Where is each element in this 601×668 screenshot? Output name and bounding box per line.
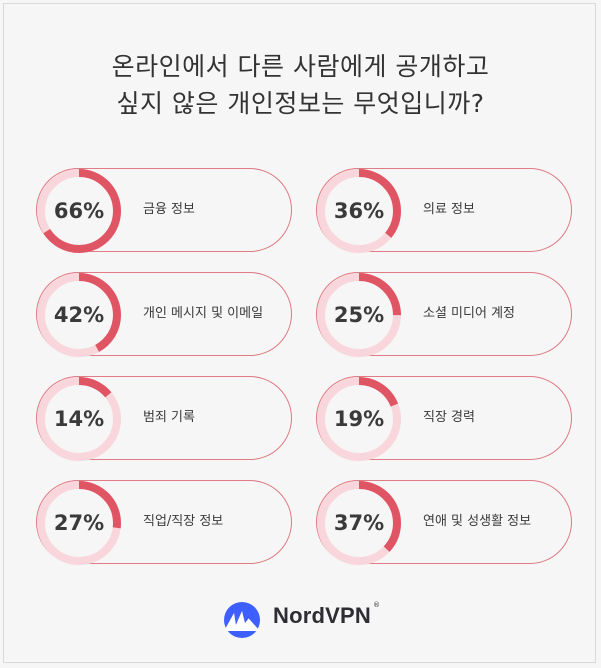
donut-ring bbox=[317, 273, 401, 357]
chart-card: 19% 직장 경력 bbox=[316, 376, 572, 461]
percent-label: 14% bbox=[53, 407, 105, 431]
percent-label: 42% bbox=[53, 303, 105, 327]
donut-value-arc bbox=[317, 481, 401, 565]
donut-ring bbox=[37, 169, 121, 253]
donut-ring bbox=[317, 377, 401, 461]
percent-label: 25% bbox=[333, 303, 385, 327]
chart-card: 66% 금융 정보 bbox=[36, 168, 292, 253]
category-label: 직장 경력 bbox=[423, 410, 475, 425]
category-label: 소셜 미디어 계정 bbox=[423, 306, 515, 321]
category-label: 직업/직장 정보 bbox=[143, 514, 224, 529]
donut-value-arc bbox=[317, 273, 401, 357]
percent-label: 27% bbox=[53, 511, 105, 535]
donut-value-arc bbox=[37, 273, 121, 357]
donut-value-arc bbox=[317, 169, 401, 253]
donut-ring bbox=[37, 273, 121, 357]
percent-label: 37% bbox=[333, 511, 385, 535]
chart-card: 42% 개인 메시지 및 이메일 bbox=[36, 272, 292, 357]
category-label: 개인 메시지 및 이메일 bbox=[143, 306, 264, 321]
chart-title-line-1: 온라인에서 다른 사람에게 공개하고 bbox=[111, 52, 490, 81]
chart-card: 25% 소셜 미디어 계정 bbox=[316, 272, 572, 357]
brand-name: NordVPN bbox=[273, 603, 371, 628]
nordvpn-mountain-icon bbox=[224, 602, 260, 638]
chart-title-line-2: 싶지 않은 개인정보는 무엇입니까? bbox=[116, 89, 485, 118]
percent-label: 19% bbox=[333, 407, 385, 431]
donut-value-arc bbox=[37, 377, 121, 461]
donut-ring bbox=[37, 481, 121, 565]
percent-label: 66% bbox=[53, 199, 105, 223]
percent-label: 36% bbox=[333, 199, 385, 223]
category-label: 의료 정보 bbox=[423, 202, 475, 217]
registered-mark: ® bbox=[373, 601, 380, 609]
chart-card: 14% 범죄 기록 bbox=[36, 376, 292, 461]
category-label: 범죄 기록 bbox=[143, 410, 195, 425]
category-label: 금융 정보 bbox=[143, 202, 195, 217]
nordvpn-logo: NordVPN ® bbox=[218, 598, 388, 638]
chart-card: 36% 의료 정보 bbox=[316, 168, 572, 253]
category-label: 연애 및 성생활 정보 bbox=[423, 514, 532, 529]
chart-card: 27% 직업/직장 정보 bbox=[36, 480, 292, 565]
image-frame bbox=[3, 3, 596, 663]
donut-value-arc bbox=[37, 481, 121, 565]
donut-value-arc bbox=[317, 377, 401, 461]
donut-ring bbox=[317, 169, 401, 253]
donut-value-arc bbox=[37, 169, 121, 253]
chart-card: 37% 연애 및 성생활 정보 bbox=[316, 480, 572, 565]
donut-ring bbox=[317, 481, 401, 565]
donut-ring bbox=[37, 377, 121, 461]
